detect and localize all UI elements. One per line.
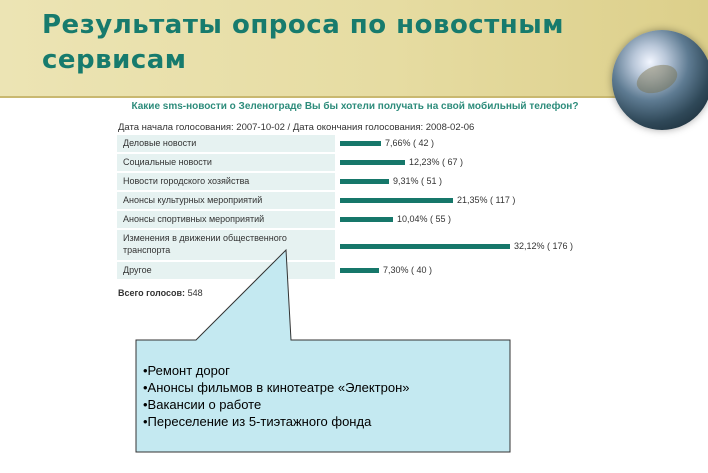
callout-item: •Переселение из 5-тиэтажного фонда [143,414,372,429]
poll-total: Всего голосов: 548 [118,288,203,298]
poll-row: Социальные новости 12,23% ( 67 ) [117,154,587,171]
poll-value-label: 21,35% ( 117 ) [457,195,516,205]
poll-row: Анонсы спортивных мероприятий 10,04% ( 55… [117,211,587,228]
callout-item: •Анонсы фильмов в кинотеатре «Электрон» [143,380,410,395]
poll-value-label: 12,23% ( 67 ) [409,157,464,167]
poll-rows: Деловые новости 7,66% ( 42 ) Социальные но… [117,135,587,281]
poll-value-label: 32,12% ( 176 ) [514,241,574,251]
poll-value-label: 7,66% ( 42 ) [385,138,435,148]
poll-row-label: Деловые новости [117,135,335,152]
total-value: 548 [187,288,203,298]
poll-bar [340,179,389,184]
poll-row-label: Изменения в движении общественного транс… [117,230,335,260]
poll-dates: Дата начала голосования: 2007-10-02 / Да… [118,122,475,133]
slide-header [0,0,708,98]
poll-row-label: Анонсы спортивных мероприятий [117,211,335,228]
poll-row-label: Новости городского хозяйства [117,173,335,190]
poll-bar [340,244,510,249]
globe-icon [612,30,708,130]
poll-chart: Какие sms-новости о Зеленограде Вы бы хо… [110,98,594,308]
poll-row-label: Анонсы культурных мероприятий [117,192,335,209]
poll-value-label: 9,31% ( 51 ) [393,176,443,186]
callout-item: •Ремонт дорог [143,363,230,378]
callout-list: •Ремонт дорог •Анонсы фильмов в кинотеатр… [143,362,503,430]
header-divider [0,96,708,98]
poll-row: Изменения в движении общественного транс… [117,230,587,260]
poll-value-label: 10,04% ( 55 ) [397,214,452,224]
poll-row: Новости городского хозяйства 9,31% ( 51 ) [117,173,587,190]
total-label: Всего голосов: [118,288,186,298]
poll-row: Анонсы культурных мероприятий 21,35% ( 11… [117,192,587,209]
poll-value-label: 7,30% ( 40 ) [383,265,433,275]
poll-row-label: Социальные новости [117,154,335,171]
slide-title: Результаты опроса по новостным сервисам [42,10,565,75]
poll-bar [340,141,381,146]
poll-bar [340,198,453,203]
callout-bubble [135,248,511,453]
poll-row: Деловые новости 7,66% ( 42 ) [117,135,587,152]
callout-item: •Вакансии о работе [143,397,262,412]
poll-bar [340,268,379,273]
poll-bar [340,217,393,222]
poll-question: Какие sms-новости о Зеленограде Вы бы хо… [131,101,579,112]
poll-bar [340,160,405,165]
